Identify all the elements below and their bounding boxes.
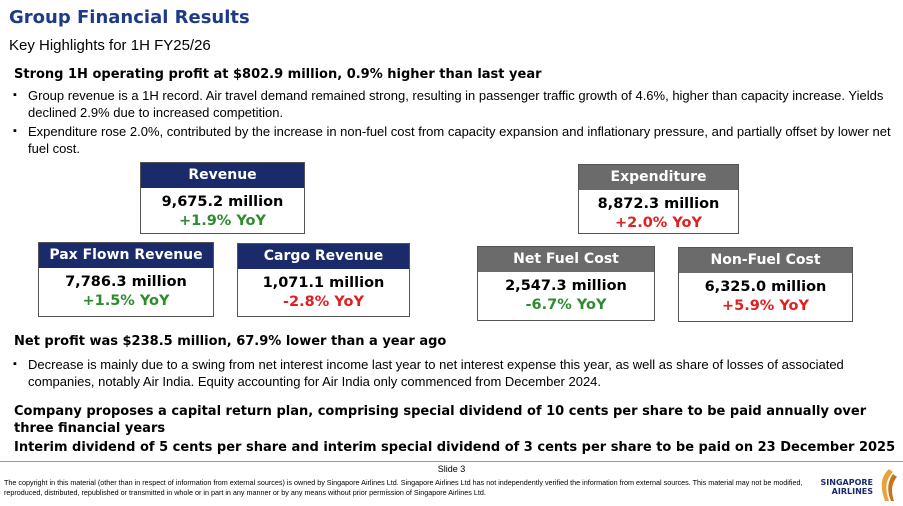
- expenditure-change: +2.0% YoY: [614, 215, 703, 231]
- cargo-revenue-box: Cargo Revenue 1,071.1 million -2.8% YoY: [237, 243, 410, 317]
- page-subtitle: Key Highlights for 1H FY25/26: [9, 37, 211, 54]
- revenue-value: 9,675.2 million: [161, 194, 284, 210]
- non-fuel-box: Non-Fuel Cost 6,325.0 million +5.9% YoY: [678, 247, 853, 322]
- expenditure-value: 8,872.3 million: [597, 196, 720, 212]
- net-profit-heading: Net profit was $238.5 million, 67.9% low…: [14, 334, 447, 349]
- operating-profit-heading: Strong 1H operating profit at $802.9 mil…: [14, 67, 542, 82]
- cargo-change: -2.8% YoY: [283, 294, 364, 310]
- pax-revenue-box: Pax Flown Revenue 7,786.3 million +1.5% …: [38, 242, 214, 317]
- singapore-airlines-logo: SINGAPORE AIRLINES: [815, 468, 900, 502]
- expenditure-box: Expenditure 8,872.3 million +2.0% YoY: [578, 164, 739, 234]
- revenue-change: +1.9% YoY: [178, 213, 267, 229]
- nonfuel-value: 6,325.0 million: [704, 279, 827, 295]
- interim-dividend-text: Interim dividend of 5 cents per share an…: [14, 440, 896, 455]
- fuel-label: Net Fuel Cost: [478, 247, 654, 272]
- revenue-box: Revenue 9,675.2 million +1.9% YoY: [140, 162, 305, 234]
- bullet-expenditure: Expenditure rose 2.0%, contributed by th…: [0, 123, 903, 157]
- fuel-change: -6.7% YoY: [525, 297, 607, 313]
- bullet-revenue: Group revenue is a 1H record. Air travel…: [0, 87, 903, 121]
- nonfuel-change: +5.9% YoY: [721, 298, 810, 314]
- capital-return-text: Company proposes a capital return plan, …: [14, 404, 867, 436]
- footer-divider: [0, 461, 903, 462]
- cargo-value: 1,071.1 million: [262, 275, 385, 291]
- bullet-net-profit: Decrease is mainly due to a swing from n…: [0, 356, 903, 390]
- expenditure-label: Expenditure: [579, 165, 738, 190]
- net-fuel-box: Net Fuel Cost 2,547.3 million -6.7% YoY: [477, 246, 655, 321]
- fuel-value: 2,547.3 million: [505, 278, 627, 294]
- pax-label: Pax Flown Revenue: [39, 243, 213, 268]
- pax-value: 7,786.3 million: [65, 274, 187, 290]
- page-title: Group Financial Results: [9, 7, 250, 28]
- pax-change: +1.5% YoY: [82, 293, 170, 309]
- nonfuel-label: Non-Fuel Cost: [679, 248, 852, 273]
- cargo-label: Cargo Revenue: [238, 244, 409, 269]
- copyright-notice: The copyright in this material (other th…: [4, 478, 803, 497]
- slide-number: Slide 3: [437, 464, 466, 474]
- revenue-label: Revenue: [141, 163, 304, 188]
